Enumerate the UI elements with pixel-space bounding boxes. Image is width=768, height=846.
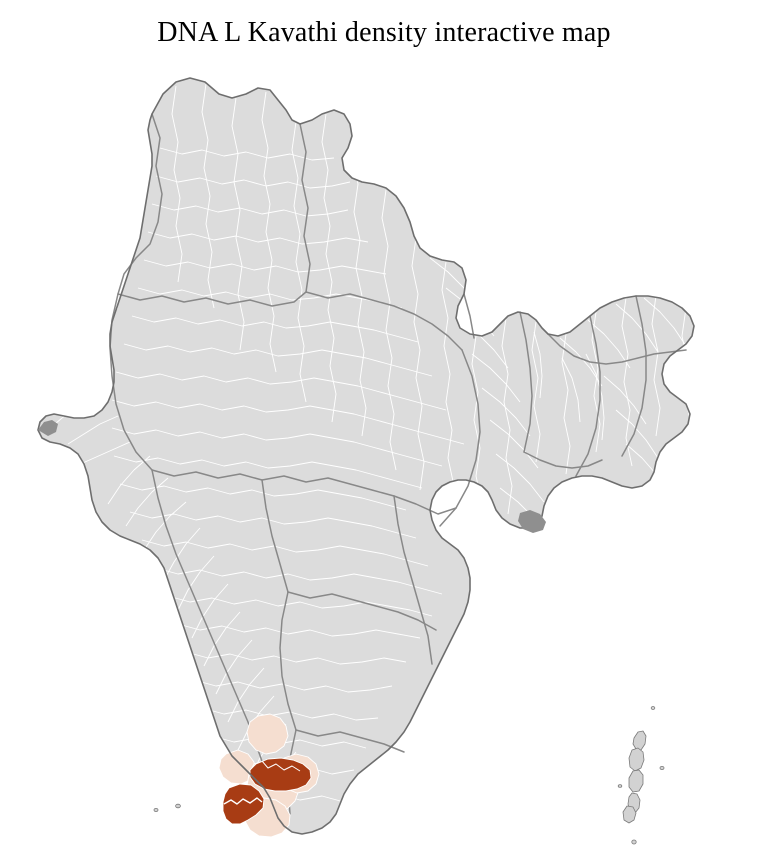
lakshadweep-dot-1 [153,808,159,813]
dark-coastal-patches [38,420,546,533]
highlight-internal-border [223,760,301,805]
district-highlight-low-2[interactable] [218,749,256,785]
car-nicobar [622,805,637,824]
north-andaman [632,730,647,751]
andaman-dot-west [617,784,623,788]
india-map[interactable] [0,58,768,846]
district-highlight-high-1[interactable] [249,757,312,792]
sundarbans-patch [518,510,546,533]
highlight-high-group[interactable] [222,757,312,825]
andaman-dot-north [650,706,656,710]
coastline-group [37,77,695,835]
map-svg[interactable] [0,58,768,846]
south-andaman [628,769,644,793]
state-boundaries [109,113,687,815]
andaman-dot-east [659,766,665,771]
india-landmass[interactable] [37,77,695,835]
lakshadweep-islands [153,803,181,813]
nicobar-dot-1 [631,839,637,845]
district-highlight-high-2[interactable] [222,783,265,825]
andaman-nicobar-islands [617,706,665,845]
landmass-group [37,77,695,835]
page-title: DNA L Kavathi density interactive map [157,17,611,48]
middle-andaman [628,747,645,772]
district-boundaries [47,83,691,815]
lakshadweep-dot-2 [175,803,181,809]
district-highlight-low-1[interactable] [246,713,289,755]
kutch-tip-patch [38,420,58,436]
